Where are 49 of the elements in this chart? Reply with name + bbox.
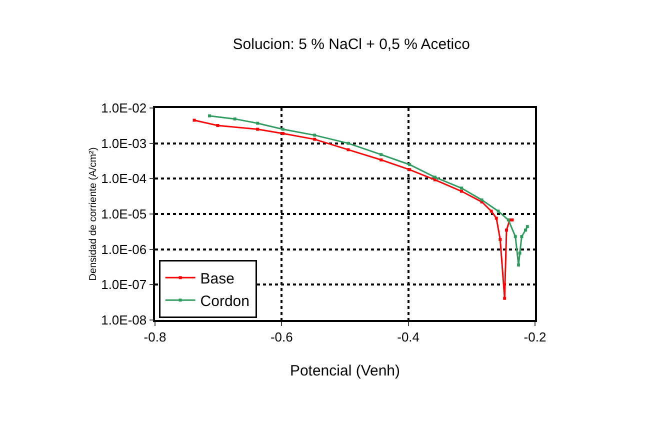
point [505,228,508,232]
chart-title: Solucion: 5 % NaCl + 0,5 % Acetico [232,36,470,53]
point [346,148,350,152]
y-tick-label: 1.0E-02 [101,100,147,116]
y-tick-label: 1.0E-08 [101,312,147,328]
point [216,124,220,127]
y-tick-label: 1.0E-03 [101,136,147,151]
point [460,186,464,190]
legend-label: Base [200,270,235,288]
point [433,178,436,182]
point [208,114,211,118]
point [256,128,260,131]
point [433,176,436,179]
point [518,252,522,255]
point [514,235,517,238]
point [281,132,284,135]
point [408,168,412,172]
y-tick-label: 1.0E-07 [101,277,147,292]
point [380,158,383,162]
point [524,228,527,232]
point [498,238,502,241]
x-tick-label: -0.6 [270,329,293,344]
point [494,216,498,220]
x-axis-title: Potencial (Venh) [290,362,400,380]
y-tick-label: 1.0E-04 [101,171,147,186]
point [346,142,350,145]
x-tick-label: -0.2 [524,329,546,344]
point [380,153,383,156]
point [192,118,196,122]
point [526,225,529,228]
point [281,128,284,131]
point [256,122,260,125]
y-axis-title: Densidad de corriente (A/cm²) [88,147,100,281]
point [496,210,500,213]
point [490,210,493,213]
point [233,117,236,120]
point [460,190,464,193]
x-tick-label: -0.4 [397,329,420,344]
y-tick-label: 1.0E-06 [101,242,147,257]
point [313,134,316,137]
point [510,218,514,222]
point [313,138,316,141]
point [520,235,524,238]
y-tick-label: 1.0E-05 [101,206,147,222]
legend-label: Cordon [200,292,250,310]
x-tick-label: -0.8 [144,329,166,344]
point [408,163,412,166]
point [517,264,520,267]
point [503,296,506,300]
